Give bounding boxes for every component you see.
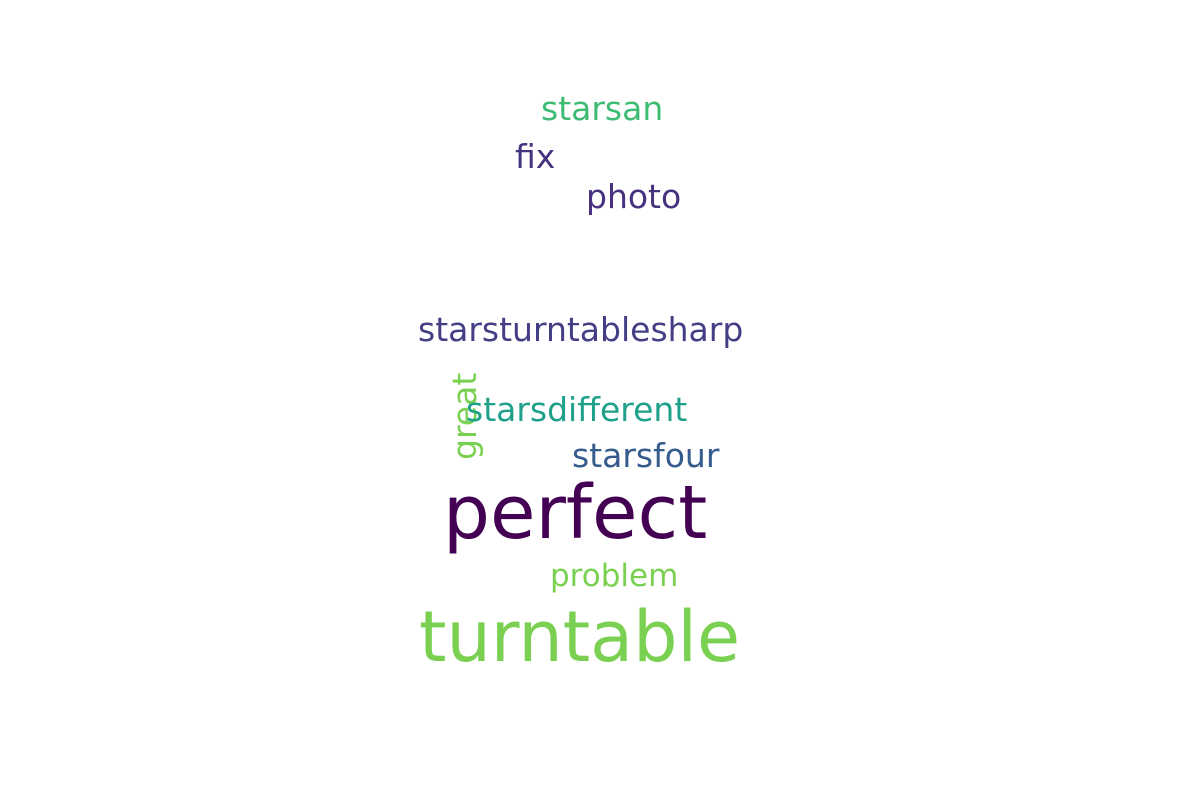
word-starsdifferent: starsdifferent: [466, 390, 688, 429]
word-photo: photo: [586, 177, 682, 216]
word-starsfour: starsfour: [572, 436, 720, 475]
word-problem: problem: [550, 558, 679, 594]
word-perfect: perfect: [443, 470, 708, 556]
word-starsan: starsan: [541, 89, 664, 128]
word-turntable: turntable: [419, 596, 741, 678]
word-fix: fix: [515, 137, 556, 176]
word-starsturntablesharp: starsturntablesharp: [418, 310, 744, 349]
